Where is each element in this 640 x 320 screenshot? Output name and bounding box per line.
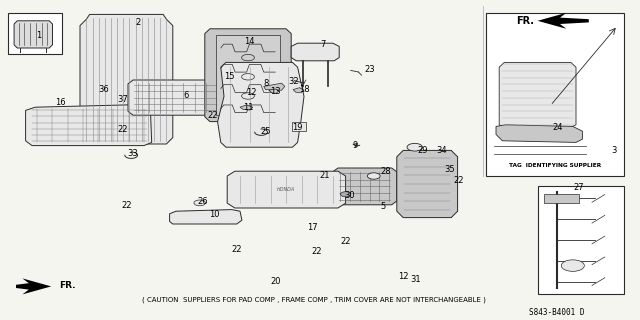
- Text: 5: 5: [380, 202, 385, 211]
- Polygon shape: [14, 21, 52, 48]
- Polygon shape: [240, 105, 253, 110]
- Polygon shape: [227, 171, 346, 208]
- Text: 2: 2: [135, 18, 140, 27]
- Text: 11: 11: [243, 103, 253, 112]
- Text: 22: 22: [118, 125, 128, 134]
- Text: 13: 13: [270, 87, 280, 96]
- Text: 37: 37: [118, 95, 128, 104]
- Bar: [292, 122, 306, 131]
- Polygon shape: [293, 88, 304, 93]
- Bar: [8, 13, 62, 54]
- Text: 10: 10: [209, 210, 220, 219]
- Text: 15: 15: [224, 72, 234, 81]
- Text: 16: 16: [56, 98, 66, 107]
- Text: 29: 29: [417, 146, 428, 155]
- Text: 7: 7: [321, 40, 326, 49]
- Text: 3: 3: [612, 146, 617, 155]
- Text: 20: 20: [270, 277, 280, 286]
- Polygon shape: [218, 62, 304, 147]
- Text: FR.: FR.: [516, 16, 534, 26]
- Circle shape: [194, 200, 205, 206]
- Polygon shape: [499, 62, 576, 128]
- Text: 9: 9: [353, 141, 358, 150]
- Bar: [486, 13, 624, 176]
- Polygon shape: [128, 80, 227, 115]
- Polygon shape: [80, 14, 173, 144]
- Text: 31: 31: [411, 275, 421, 284]
- Text: 35: 35: [445, 165, 455, 174]
- Text: 12: 12: [398, 272, 408, 281]
- Circle shape: [367, 173, 380, 179]
- Text: 25: 25: [260, 127, 271, 136]
- Polygon shape: [170, 210, 242, 224]
- Polygon shape: [333, 168, 397, 205]
- Text: 19: 19: [292, 124, 303, 132]
- Circle shape: [561, 260, 584, 271]
- Text: 18: 18: [300, 85, 310, 94]
- Text: 34: 34: [436, 146, 447, 155]
- Polygon shape: [264, 83, 285, 90]
- Text: 21: 21: [320, 172, 330, 180]
- Text: 32: 32: [288, 77, 298, 86]
- Text: 33: 33: [128, 149, 138, 158]
- Text: 6: 6: [183, 92, 188, 100]
- Text: 14: 14: [244, 37, 255, 46]
- Polygon shape: [26, 105, 152, 146]
- Circle shape: [407, 143, 422, 151]
- Polygon shape: [269, 89, 279, 93]
- Text: 28: 28: [380, 167, 390, 176]
- Text: 26: 26: [197, 197, 207, 206]
- Text: 22: 22: [232, 245, 242, 254]
- Polygon shape: [496, 125, 582, 142]
- Polygon shape: [16, 278, 51, 294]
- Text: 22: 22: [122, 201, 132, 210]
- Text: TAG  IDENTIFYING SUPPLIER: TAG IDENTIFYING SUPPLIER: [509, 163, 602, 168]
- Text: 27: 27: [573, 183, 584, 192]
- Text: 22: 22: [453, 176, 463, 185]
- Text: 22: 22: [208, 111, 218, 120]
- Text: ( CAUTION  SUPPLIERS FOR PAD COMP , FRAME COMP , TRIM COVER ARE NOT INTERCHANGEA: ( CAUTION SUPPLIERS FOR PAD COMP , FRAME…: [141, 297, 486, 303]
- Text: HONDA: HONDA: [277, 187, 296, 192]
- Polygon shape: [397, 150, 458, 218]
- Text: 36: 36: [99, 85, 109, 94]
- Text: 24: 24: [553, 124, 563, 132]
- Bar: [538, 186, 624, 294]
- Polygon shape: [538, 13, 589, 29]
- Text: 22: 22: [340, 237, 351, 246]
- Text: FR.: FR.: [60, 281, 76, 290]
- Text: 1: 1: [36, 31, 41, 40]
- Text: 12: 12: [246, 88, 257, 97]
- Text: 22: 22: [312, 247, 322, 256]
- Circle shape: [340, 192, 351, 197]
- Text: S843-B4001 D: S843-B4001 D: [529, 308, 584, 317]
- Text: 23: 23: [365, 65, 375, 74]
- Polygon shape: [205, 29, 291, 122]
- Text: 30: 30: [344, 191, 355, 200]
- Text: 17: 17: [307, 223, 317, 232]
- Bar: [216, 35, 280, 115]
- Bar: [544, 194, 579, 203]
- Polygon shape: [291, 43, 339, 61]
- Text: 8: 8: [263, 79, 268, 88]
